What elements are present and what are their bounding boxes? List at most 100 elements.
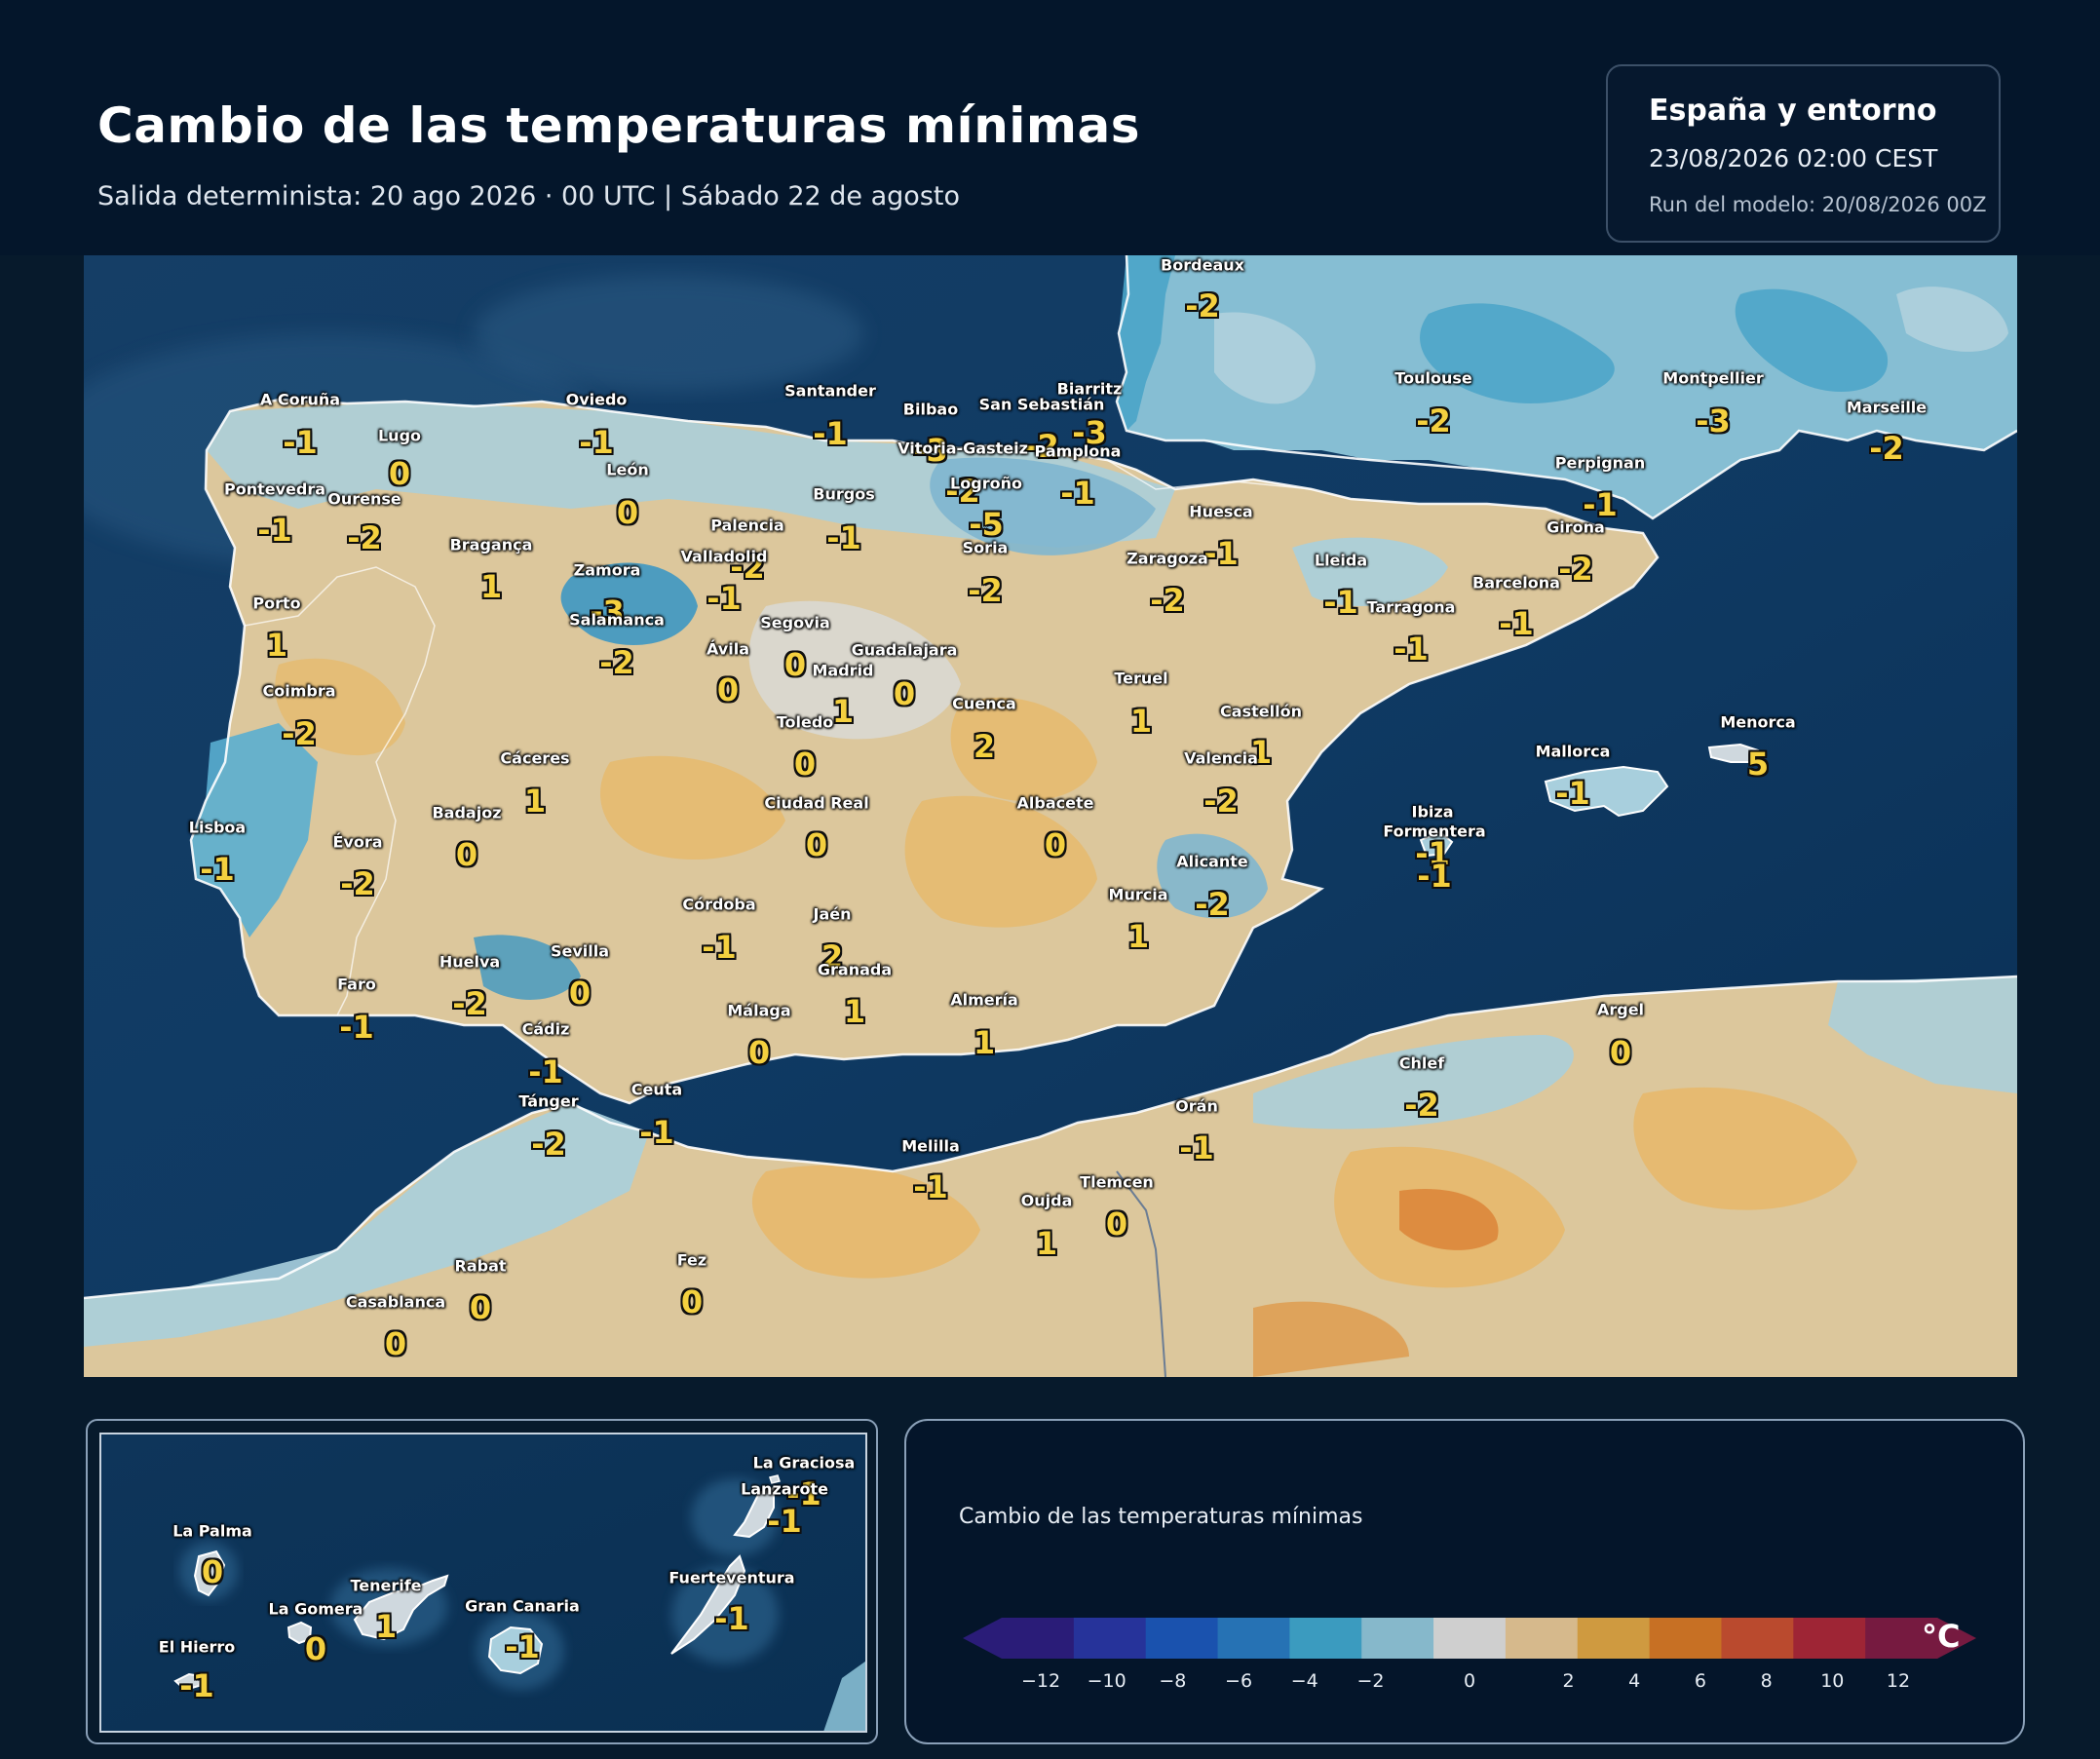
city-value: 1	[265, 627, 288, 664]
city-value: 1	[1249, 734, 1273, 771]
colorbar-segment	[1577, 1618, 1651, 1659]
city-value: 0	[616, 494, 639, 531]
city-label: Sevilla	[550, 941, 610, 961]
city-label: Zaragoza	[1126, 549, 1208, 568]
page-subtitle: Salida determinista: 20 ago 2026 · 00 UT…	[97, 181, 960, 211]
city-label: Ceuta	[630, 1080, 683, 1099]
city-value: -1	[1583, 486, 1618, 523]
city-label: Zamora	[573, 560, 641, 580]
info-region: España y entorno	[1649, 94, 1937, 128]
page-title: Cambio de las temperaturas mínimas	[97, 97, 1141, 154]
city-label: Orán	[1175, 1096, 1218, 1116]
city-value: -1	[1417, 858, 1452, 895]
city-label: Logroño	[950, 474, 1022, 493]
legend-title: Cambio de las temperaturas mínimas	[959, 1505, 1363, 1529]
colorbar	[963, 1618, 1976, 1659]
main-map[interactable]: Bordeaux -2 A Coruña -1 Lugo 0 Oviedo -1…	[84, 255, 2017, 1377]
colorbar-tick-label: −4	[1290, 1670, 1318, 1692]
canary-inset-map[interactable]: La Graciosa -1 Lanzarote -1 La Palma 0 F…	[99, 1433, 867, 1733]
island-gran-canaria	[487, 1625, 544, 1675]
city-value: 0	[568, 975, 592, 1012]
city-label: Málaga	[727, 1001, 791, 1020]
city-label: Pontevedra	[223, 479, 326, 499]
city-label: Lisboa	[188, 818, 247, 837]
city-label: Albacete	[1016, 793, 1094, 813]
city-value: 0	[805, 826, 828, 863]
city-label: San Sebastián	[978, 395, 1105, 414]
city-label: Lleida	[1314, 551, 1368, 570]
island-label: La Gomera	[268, 1599, 363, 1619]
city-value: 0	[1044, 826, 1067, 863]
city-label: Granada	[817, 960, 893, 979]
city-label: Melilla	[901, 1136, 960, 1156]
city-label: Faro	[337, 975, 376, 994]
land-mallorca	[1544, 765, 1669, 818]
city-value: 2	[821, 938, 844, 975]
city-label: Santander	[784, 381, 876, 401]
city-label: Salamanca	[569, 610, 665, 630]
city-value: -5	[969, 506, 1004, 543]
island-label: Gran Canaria	[465, 1596, 580, 1616]
city-label: Barcelona	[1472, 573, 1560, 593]
city-value: -2	[730, 549, 765, 586]
city-value: -1	[283, 424, 318, 461]
city-value: -2	[1869, 430, 1904, 467]
city-value: 0	[680, 1283, 704, 1320]
city-value: -1	[702, 929, 737, 966]
city-value: -1	[706, 580, 742, 617]
canary-map-background	[101, 1434, 865, 1731]
city-value: -2	[1024, 428, 1059, 465]
city-label: Huesca	[1189, 502, 1253, 521]
city-label: Cádiz	[521, 1019, 570, 1039]
city-value: 1	[1126, 918, 1150, 955]
city-label: Jaén	[813, 904, 852, 924]
city-value: -3	[1072, 414, 1107, 451]
city-label: Toledo	[776, 712, 834, 732]
city-value: 1	[973, 1024, 996, 1061]
info-model-run: Run del modelo: 20/08/2026 00Z	[1649, 193, 1987, 216]
island-value: -1	[786, 1475, 821, 1512]
city-value: -1	[1394, 631, 1429, 668]
colorbar-segment	[1721, 1618, 1794, 1659]
island-value: -1	[714, 1600, 749, 1637]
city-label: Pamplona	[1034, 441, 1122, 461]
island-la-graciosa	[769, 1474, 781, 1484]
city-label: Cuenca	[952, 694, 1016, 713]
city-value: 1	[843, 993, 866, 1030]
canary-inset: La Graciosa -1 Lanzarote -1 La Palma 0 F…	[86, 1419, 878, 1744]
city-value: -2	[945, 473, 980, 510]
city-value: 1	[1129, 703, 1153, 740]
colorbar-tick-label: 6	[1694, 1670, 1706, 1692]
island-value: -1	[179, 1667, 214, 1704]
city-label: Girona	[1546, 517, 1605, 537]
city-value: 1	[831, 693, 855, 730]
city-label: Tarragona	[1366, 597, 1456, 617]
island-fuerteventura	[670, 1554, 746, 1655]
city-label: Cáceres	[500, 748, 570, 768]
city-label: Formentera	[1383, 822, 1486, 841]
city-label: Ibiza	[1411, 802, 1454, 822]
city-value: 2	[973, 728, 996, 765]
city-label: Toulouse	[1394, 368, 1472, 388]
city-label: Oujda	[1020, 1191, 1073, 1210]
island-tenerife	[353, 1574, 449, 1641]
city-label: A Coruña	[259, 390, 341, 409]
island-label: Lanzarote	[741, 1479, 828, 1499]
city-value: 0	[747, 1034, 771, 1071]
city-label: Ourense	[327, 489, 401, 509]
city-label: Córdoba	[682, 895, 756, 914]
city-value: 0	[716, 671, 740, 708]
colorbar-tick-label: 10	[1820, 1670, 1845, 1692]
city-label: Alicante	[1176, 852, 1248, 871]
city-value: -2	[347, 519, 382, 556]
city-label: Biarritz	[1056, 379, 1123, 399]
city-value: -1	[528, 1053, 563, 1090]
city-label: Madrid	[812, 661, 874, 680]
city-value: -2	[340, 865, 375, 902]
island-value: -1	[505, 1628, 540, 1665]
city-value: -2	[1150, 582, 1185, 619]
city-label: Fez	[676, 1250, 707, 1270]
city-label: Burgos	[813, 484, 875, 504]
colorbar-tick-label: −2	[1356, 1670, 1385, 1692]
colorbar-tick-label: −8	[1159, 1670, 1187, 1692]
